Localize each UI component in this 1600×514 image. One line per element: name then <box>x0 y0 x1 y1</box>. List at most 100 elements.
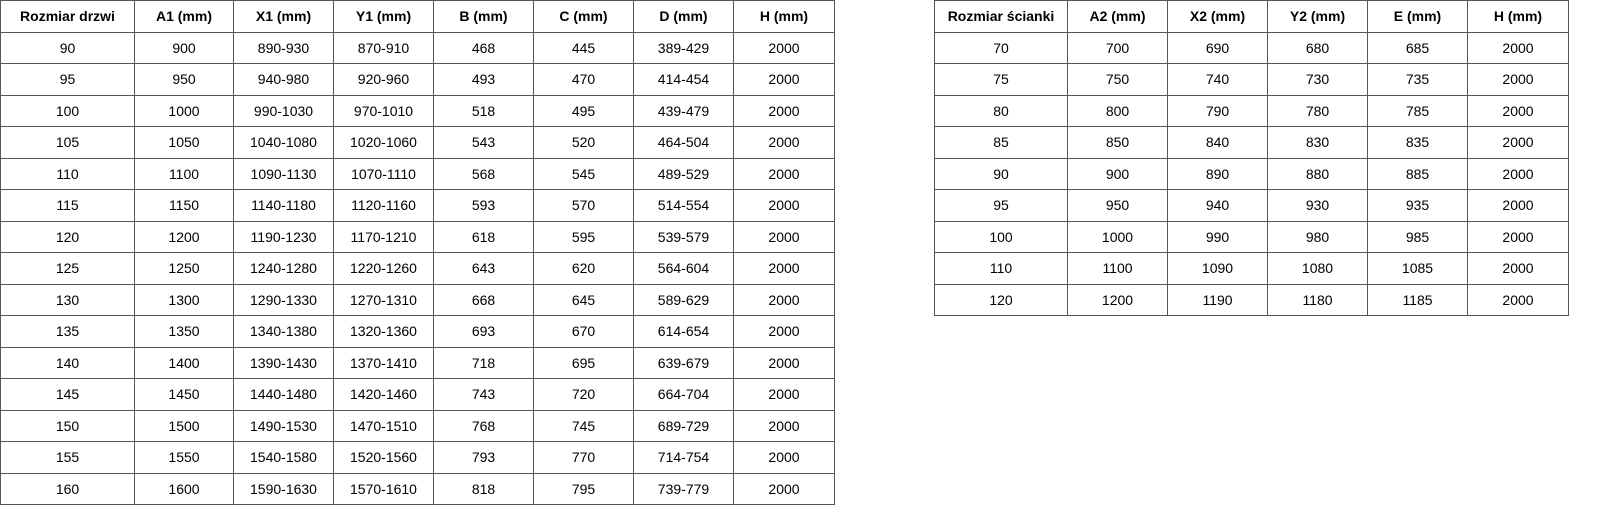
table-cell: 1400 <box>134 346 234 379</box>
header-row: Rozmiar ścianki A2 (mm) X2 (mm) Y2 (mm) E (m… <box>934 0 1569 33</box>
table-cell: 670 <box>533 315 634 348</box>
table-cell: 920-960 <box>333 63 434 96</box>
table-cell: 685 <box>1367 31 1468 64</box>
table-cell: 110 <box>934 252 1068 285</box>
table-cell: 1120-1160 <box>333 189 434 222</box>
table-cell: 718 <box>433 346 534 379</box>
column-header: X2 (mm) <box>1167 0 1268 33</box>
table-cell: 464-504 <box>633 126 734 159</box>
table-cell: 1270-1310 <box>333 283 434 316</box>
table-cell: 2000 <box>733 94 835 127</box>
table-row: 160 1600 1590-1630 1570-1610 818 795 739-779 20… <box>0 472 835 505</box>
table-cell: 743 <box>433 378 534 411</box>
table-cell: 120 <box>0 220 135 253</box>
table-cell: 518 <box>433 94 534 127</box>
table-cell: 140 <box>0 346 135 379</box>
table-cell: 1420-1460 <box>333 378 434 411</box>
table-cell: 95 <box>0 63 135 96</box>
table-cell: 570 <box>533 189 634 222</box>
table-cell: 793 <box>433 441 534 474</box>
column-header: D (mm) <box>633 0 734 33</box>
table-cell: 1490-1530 <box>233 409 334 442</box>
table-cell: 160 <box>0 472 135 505</box>
table-cell: 493 <box>433 63 534 96</box>
table-cell: 835 <box>1367 126 1468 159</box>
table-cell: 1220-1260 <box>333 252 434 285</box>
column-header: Rozmiar ścianki <box>934 0 1068 33</box>
table-cell: 70 <box>934 31 1068 64</box>
table-cell: 568 <box>433 157 534 190</box>
table-cell: 1570-1610 <box>333 472 434 505</box>
table-cell: 1050 <box>134 126 234 159</box>
table-cell: 1040-1080 <box>233 126 334 159</box>
table-cell: 100 <box>934 220 1068 253</box>
table-cell: 520 <box>533 126 634 159</box>
table-row: 110 1100 1090-1130 1070-1110 568 545 489-529 20… <box>0 157 835 190</box>
table-cell: 145 <box>0 378 135 411</box>
table-cell: 1170-1210 <box>333 220 434 253</box>
table-cell: 2000 <box>733 220 835 253</box>
table-cell: 1440-1480 <box>233 378 334 411</box>
table-cell: 1350 <box>134 315 234 348</box>
table-cell: 693 <box>433 315 534 348</box>
door-sizes-table: Rozmiar drzwi A1 (mm) X1 (mm) Y1 (mm) B (mm)… <box>0 0 835 505</box>
column-header: B (mm) <box>433 0 534 33</box>
table-cell: 468 <box>433 31 534 64</box>
table-cell: 1100 <box>1067 252 1168 285</box>
table-cell: 1520-1560 <box>333 441 434 474</box>
table-cell: 90 <box>0 31 135 64</box>
table-cell: 2000 <box>733 441 835 474</box>
table-cell: 589-629 <box>633 283 734 316</box>
column-header: E (mm) <box>1367 0 1468 33</box>
table-cell: 940 <box>1167 189 1268 222</box>
table-cell: 2000 <box>1467 31 1569 64</box>
table-cell: 1000 <box>134 94 234 127</box>
table-cell: 1090 <box>1167 252 1268 285</box>
table-cell: 1085 <box>1367 252 1468 285</box>
table-cell: 1590-1630 <box>233 472 334 505</box>
table-cell: 1190 <box>1167 283 1268 316</box>
table-cell: 545 <box>533 157 634 190</box>
table-cell: 564-604 <box>633 252 734 285</box>
table-row: 75 750 740 730 735 2000 <box>934 63 1569 96</box>
table-cell: 1600 <box>134 472 234 505</box>
table-cell: 935 <box>1367 189 1468 222</box>
table-cell: 2000 <box>1467 220 1569 253</box>
table-cell: 745 <box>533 409 634 442</box>
table-cell: 90 <box>934 157 1068 190</box>
column-header: Y1 (mm) <box>333 0 434 33</box>
table-cell: 730 <box>1267 63 1368 96</box>
table-cell: 950 <box>134 63 234 96</box>
table-cell: 2000 <box>1467 63 1569 96</box>
table-cell: 155 <box>0 441 135 474</box>
wall-sizes-table: Rozmiar ścianki A2 (mm) X2 (mm) Y2 (mm) E (m… <box>934 0 1569 316</box>
table-cell: 645 <box>533 283 634 316</box>
table-cell: 680 <box>1267 31 1368 64</box>
table-cell: 795 <box>533 472 634 505</box>
table-cell: 695 <box>533 346 634 379</box>
table-cell: 2000 <box>733 283 835 316</box>
table-cell: 1000 <box>1067 220 1168 253</box>
table-cell: 1240-1280 <box>233 252 334 285</box>
table-cell: 880 <box>1267 157 1368 190</box>
table-cell: 689-729 <box>633 409 734 442</box>
table-cell: 900 <box>1067 157 1168 190</box>
table-cell: 439-479 <box>633 94 734 127</box>
table-cell: 1080 <box>1267 252 1368 285</box>
table-cell: 1150 <box>134 189 234 222</box>
table-cell: 1250 <box>134 252 234 285</box>
table-cell: 100 <box>0 94 135 127</box>
table-cell: 593 <box>433 189 534 222</box>
table-cell: 2000 <box>733 472 835 505</box>
table-cell: 1100 <box>134 157 234 190</box>
table-cell: 95 <box>934 189 1068 222</box>
table-cell: 1070-1110 <box>333 157 434 190</box>
column-header: Y2 (mm) <box>1267 0 1368 33</box>
table-cell: 840 <box>1167 126 1268 159</box>
table-cell: 1200 <box>1067 283 1168 316</box>
table-cell: 495 <box>533 94 634 127</box>
table-cell: 885 <box>1367 157 1468 190</box>
table-cell: 2000 <box>733 346 835 379</box>
table-cell: 414-454 <box>633 63 734 96</box>
table-cell: 664-704 <box>633 378 734 411</box>
